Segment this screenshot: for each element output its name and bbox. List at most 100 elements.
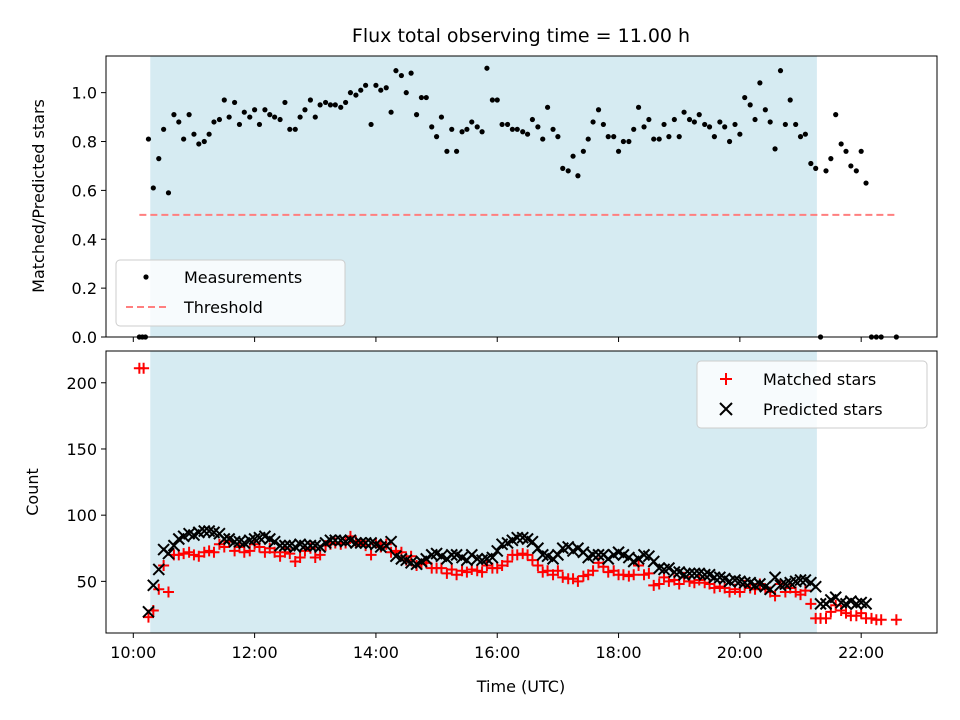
measurement-point: [398, 72, 404, 79]
predicted-star-point: [768, 571, 782, 584]
legend-matched-label: Matched stars: [763, 370, 876, 389]
matched-star-point: [628, 569, 640, 581]
measurement-point: [823, 168, 829, 174]
measurement-point: [247, 114, 253, 120]
measurement-point: [145, 136, 152, 142]
bottom-y-tick-label: 150: [66, 440, 97, 459]
measurement-point: [646, 116, 652, 123]
matched-star-point: [623, 570, 635, 582]
legend-matched-marker: [720, 373, 732, 385]
measurement-point: [469, 119, 475, 125]
predicted-star-point: [167, 539, 181, 552]
matched-star-point: [587, 565, 599, 577]
measurement-point: [726, 138, 733, 145]
predicted-star-point: [354, 536, 367, 550]
measurement-point: [378, 87, 384, 93]
top-y-tick-label: 0.0: [72, 328, 97, 347]
measurement-point: [722, 124, 728, 130]
measurement-point: [444, 148, 450, 154]
measurement-point: [838, 141, 844, 147]
matched-star-point: [653, 578, 665, 590]
measurement-point: [453, 148, 460, 154]
bottom-legend-box: [696, 360, 928, 429]
matched-star-point: [198, 546, 210, 558]
measurement-point: [585, 136, 591, 142]
bottom-panel: 50 100 150 200 10:00 12:00 14:00 16:00 18:00 20:…: [23, 350, 938, 696]
matched-star-point: [663, 575, 675, 587]
matched-star-point: [461, 566, 473, 578]
predicted-star-point: [571, 542, 585, 555]
matched-star-point: [840, 607, 852, 619]
matched-star-point: [178, 548, 190, 560]
measurement-point: [863, 180, 869, 186]
matched-star-point: [532, 559, 544, 571]
matched-star-point: [638, 569, 650, 581]
measurement-point: [535, 124, 541, 130]
matched-star-point: [446, 563, 458, 575]
matched-star-point: [602, 566, 614, 578]
measurement-point: [241, 109, 247, 115]
measurement-point: [347, 90, 354, 96]
top-axes-frame: [105, 55, 938, 338]
measurement-point: [504, 121, 511, 128]
bottom-axes-frame: [105, 350, 938, 634]
measurement-point: [368, 121, 374, 128]
matched-star-point: [865, 612, 877, 624]
x-tick-label: 10:00: [110, 643, 156, 662]
predicted-star-point: [511, 531, 524, 544]
matched-star-point: [890, 614, 902, 626]
measurement-point: [772, 146, 778, 152]
measurement-point: [282, 99, 288, 106]
matched-star-point: [850, 610, 862, 622]
legend-measurements-marker: [143, 274, 149, 280]
predicted-star-point: [278, 539, 292, 552]
top-y-tick-label: 0.6: [72, 181, 97, 200]
measurement-point: [767, 119, 773, 125]
legend-predicted-label: Predicted stars: [763, 400, 883, 419]
measurement-point: [216, 116, 223, 123]
measurement-point: [544, 104, 551, 110]
measurement-point: [843, 148, 849, 154]
measurement-point: [641, 124, 647, 130]
measurement-point: [802, 131, 808, 137]
predicted-star-point: [162, 547, 175, 560]
measurement-point: [165, 190, 172, 196]
measurement-point: [620, 138, 627, 145]
measurement-point: [342, 99, 349, 106]
measurement-point: [272, 114, 278, 120]
matched-star-point: [138, 362, 150, 374]
measurement-point: [580, 148, 586, 154]
measurement-point: [338, 104, 344, 110]
measurement-point: [383, 85, 389, 91]
top-y-tick-label: 0.4: [72, 230, 97, 249]
matched-star-point: [309, 552, 321, 564]
top-legend: Measurements Threshold: [115, 259, 346, 327]
measurement-point: [757, 80, 763, 86]
matched-star-point: [162, 586, 174, 598]
measurement-point: [696, 112, 702, 118]
measurement-point: [560, 165, 566, 171]
matched-star-point: [188, 549, 200, 561]
x-tick-label: 22:00: [838, 643, 884, 662]
measurement-point: [520, 129, 526, 135]
measurement-point: [171, 112, 177, 118]
top-y-tick-label: 0.2: [72, 279, 97, 298]
legend-measurements-label: Measurements: [184, 268, 302, 287]
x-tick-label: 18:00: [595, 643, 641, 662]
matched-star-point: [875, 614, 887, 626]
predicted-star-point: [491, 544, 504, 558]
predicted-star-point: [486, 551, 499, 564]
measurement-point: [186, 112, 192, 118]
measurement-point: [312, 114, 318, 120]
predicted-star-point: [602, 552, 615, 566]
top-y-tick-label: 0.8: [72, 133, 97, 152]
matched-star-point: [724, 586, 736, 598]
top-y-tick-label: 1.0: [72, 84, 97, 103]
measurement-point: [808, 160, 814, 167]
measurement-point: [429, 124, 435, 130]
matched-star-point: [208, 546, 220, 558]
measurement-point: [706, 124, 713, 130]
measurement-point: [459, 129, 465, 135]
measurement-point: [752, 116, 758, 123]
predicted-star-point: [688, 567, 701, 580]
